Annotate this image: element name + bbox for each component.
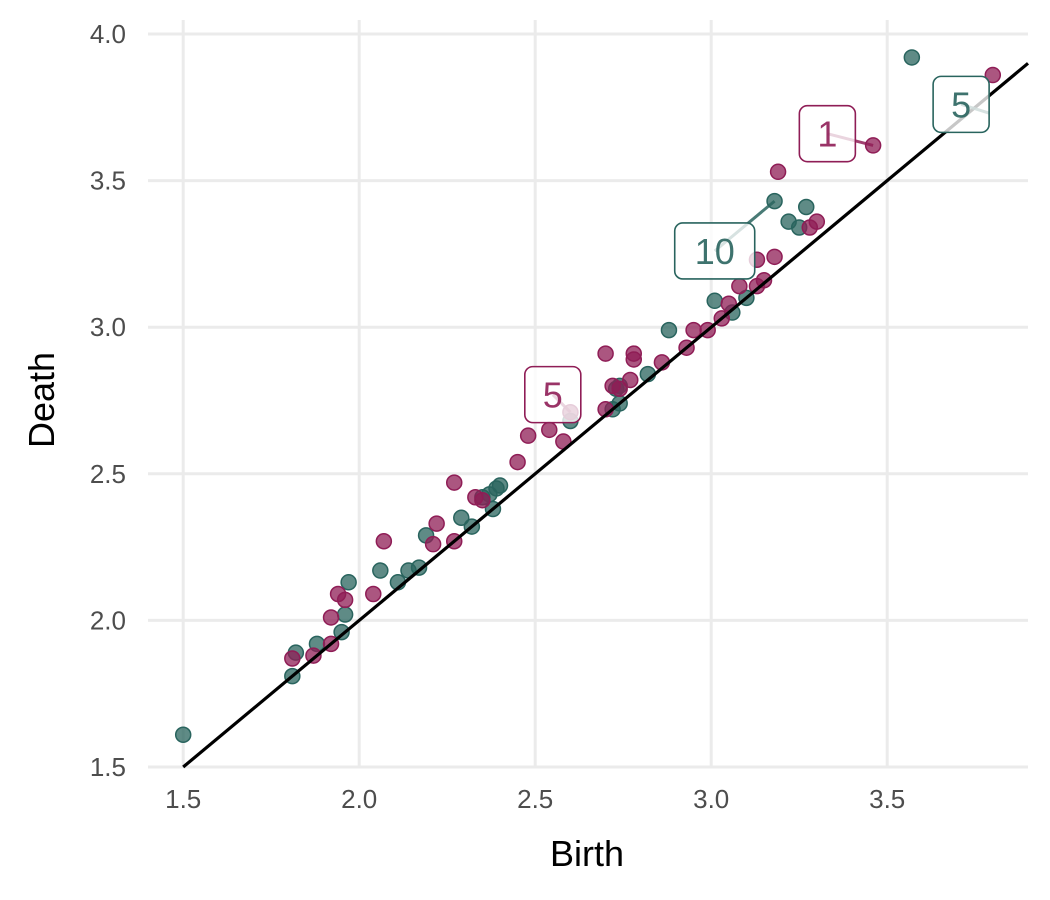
- x-tick-label: 2.0: [341, 784, 377, 814]
- data-point: [903, 49, 921, 66]
- data-point: [424, 535, 442, 553]
- data-point: [769, 163, 787, 181]
- x-tick-label: 3.5: [869, 784, 905, 814]
- data-point: [685, 321, 702, 339]
- data-point: [597, 345, 614, 362]
- data-point: [797, 198, 815, 216]
- data-point: [519, 427, 537, 444]
- diagonal-line-group: [182, 62, 1030, 769]
- data-point: [755, 272, 773, 289]
- y-tick-label: 1.5: [90, 752, 126, 782]
- x-axis-title: Birth: [550, 833, 624, 874]
- diagonal-line: [182, 62, 1030, 769]
- data-point: [491, 477, 509, 494]
- data-point: [621, 371, 639, 389]
- y-tick-label: 4.0: [90, 19, 126, 49]
- annotation-label: 5: [523, 365, 582, 424]
- data-point: [766, 248, 783, 266]
- y-axis-ticks: 1.5 2.0 2.5 3.0 3.5 4.0: [90, 19, 126, 782]
- data-point: [322, 609, 340, 626]
- data-point: [808, 213, 826, 230]
- data-point: [984, 66, 1002, 84]
- annotation-text: 5: [543, 375, 563, 416]
- x-tick-label: 3.0: [693, 784, 729, 814]
- data-point: [365, 585, 382, 603]
- data-point: [660, 321, 678, 339]
- data-point: [445, 474, 463, 491]
- annotation-box: [798, 104, 857, 163]
- data-point: [375, 532, 393, 550]
- annotation-box: [673, 222, 756, 280]
- horizontal-grid-lines: [148, 32, 1028, 769]
- data-point: [731, 277, 748, 295]
- data-point: [625, 345, 643, 362]
- annotation-text: 1: [817, 114, 837, 155]
- annotation-label: 5: [932, 75, 990, 134]
- data-point: [428, 515, 445, 532]
- data-point: [509, 453, 526, 471]
- annotation-text: 5: [951, 84, 971, 125]
- annotation-label: 10: [673, 199, 776, 280]
- data-point: [474, 491, 491, 509]
- annotation-text: 10: [695, 231, 735, 272]
- annotation-box: [932, 75, 990, 134]
- x-axis-ticks: 1.5 2.0 2.5 3.0 3.5: [165, 784, 905, 814]
- data-point: [410, 559, 428, 576]
- data-points: [174, 49, 1002, 743]
- y-tick-label: 2.0: [90, 605, 126, 635]
- data-point: [333, 623, 350, 641]
- data-point: [453, 509, 470, 527]
- y-tick-label: 3.0: [90, 312, 126, 342]
- data-point: [611, 380, 628, 398]
- x-tick-label: 1.5: [165, 784, 201, 814]
- annotation-box: [523, 365, 582, 424]
- data-point: [706, 292, 723, 310]
- data-point: [336, 591, 354, 609]
- y-axis-title: Death: [21, 352, 62, 448]
- y-tick-label: 2.5: [90, 459, 126, 489]
- x-tick-label: 2.5: [517, 784, 553, 814]
- data-point: [340, 574, 357, 591]
- data-point: [174, 726, 192, 743]
- data-point: [336, 606, 354, 623]
- annotation-label: 1: [798, 104, 874, 163]
- data-point: [372, 562, 389, 579]
- data-point: [284, 650, 301, 667]
- y-tick-label: 3.5: [90, 166, 126, 196]
- data-point: [305, 647, 322, 664]
- data-point: [541, 421, 558, 439]
